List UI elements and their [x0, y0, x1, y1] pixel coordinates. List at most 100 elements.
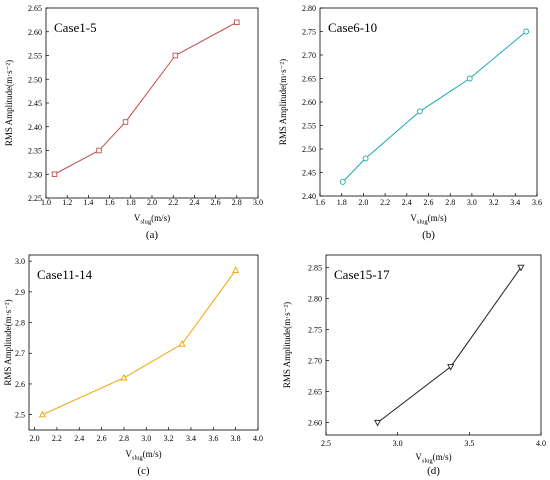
- chart-1-x-tick-label: 3.4: [510, 198, 520, 207]
- chart-2-data-point: [178, 340, 186, 347]
- chart-3-title: Case15-17: [334, 267, 390, 282]
- chart-0-y-tick-label: 2.30: [28, 170, 42, 179]
- chart-0-series-line: [54, 21, 238, 175]
- chart-3-x-axis-label: Vslug(m/s): [415, 452, 451, 465]
- chart-2-y-tick-label: 2.5: [15, 411, 25, 420]
- chart-3-x-tick-label: 3.5: [464, 439, 474, 448]
- chart-0-caption: (a): [146, 229, 159, 241]
- chart-2-x-tick-label: 2.4: [74, 434, 84, 443]
- chart-0-y-tick-label: 2.50: [28, 75, 42, 84]
- chart-0-y-tick-label: 2.35: [28, 147, 42, 156]
- chart-1-x-axis-label-main: V: [410, 213, 417, 223]
- chart-2: 2.0 2.2 2.4 2.6 2.8 3.0 3.2 3.4 3.6 3.8 4.0 2.5 2.6 2…: [3, 254, 263, 477]
- chart-1-y-axis-label: RMS Amplitude(m·s⁻²): [278, 59, 288, 145]
- chart-0-x-tick-label: 2.4: [189, 198, 199, 207]
- chart-1-x-axis-label: Vslug(m/s): [410, 213, 446, 226]
- chart-0-x-axis-label-unit: (m/s): [151, 213, 170, 223]
- chart-2-y-axis-label: RMS Amplitude(m·s⁻²): [3, 299, 13, 385]
- chart-0-x-axis-label-main: V: [134, 213, 141, 223]
- chart-1-title: Case6-10: [328, 20, 377, 35]
- chart-0-x-tick-label: 1.0: [41, 198, 51, 207]
- chart-1-y-tick-label: 2.50: [302, 145, 316, 154]
- chart-3-x-axis-label-sub: slug: [422, 458, 434, 465]
- chart-1-series-line: [342, 31, 527, 183]
- chart-1-data-point: [466, 75, 473, 82]
- chart-0-y-tick-label: 2.40: [28, 123, 42, 132]
- chart-2-x-axis-label-main: V: [125, 449, 132, 459]
- chart-3-y-axis-label: RMS Amplitude(m·s⁻²): [282, 302, 292, 388]
- chart-1-x-tick-label: 3.2: [489, 198, 499, 207]
- chart-1-data-point: [523, 28, 530, 35]
- chart-0-x-tick-label: 1.2: [62, 198, 72, 207]
- chart-3-data-point: [374, 419, 382, 427]
- chart-3-data-point: [517, 264, 525, 272]
- chart-2-y-tick-label: 2.8: [15, 319, 25, 328]
- chart-2-x-tick-label: 3.0: [141, 434, 151, 443]
- chart-2-x-tick-label: 2.6: [97, 434, 107, 443]
- chart-1-y-tick-label: 2.45: [302, 169, 316, 178]
- chart-3-y-tick-label: 2.75: [308, 325, 322, 334]
- chart-0-x-tick-label: 2.2: [168, 198, 178, 207]
- chart-3-x-axis-label-main: V: [415, 452, 422, 462]
- chart-2-series-line: [42, 270, 237, 416]
- chart-1: 1.6 1.8 2.0 2.2 2.4 2.6 2.8 3.0 3.2 3.4 3.6 2.40 2.4…: [278, 4, 542, 241]
- chart-2-x-axis-label-sub: slug: [132, 455, 144, 462]
- chart-1-plot-frame: [319, 7, 538, 197]
- chart-2-x-tick-label: 3.6: [208, 434, 218, 443]
- chart-2-x-tick-label: 3.2: [164, 434, 174, 443]
- chart-0-data-point: [96, 147, 102, 154]
- chart-2-x-axis-label-unit: (m/s): [143, 449, 162, 459]
- chart-1-x-tick-label: 2.8: [445, 198, 455, 207]
- chart-2-y-tick-label: 2.7: [15, 349, 25, 358]
- chart-2-title: Case11-14: [37, 267, 93, 282]
- chart-3-y-tick-label: 2.60: [308, 419, 322, 428]
- chart-3-y-tick-label: 2.65: [308, 388, 322, 397]
- chart-1-y-tick-label: 2.40: [302, 192, 316, 201]
- chart-3-caption: (d): [427, 465, 440, 477]
- chart-0-x-axis-label-sub: slug: [140, 219, 152, 226]
- chart-1-x-axis-label-unit: (m/s): [428, 213, 447, 223]
- chart-2-x-tick-label: 4.0: [253, 434, 263, 443]
- chart-0-data-point: [51, 171, 58, 177]
- chart-2-x-tick-label: 2.0: [30, 434, 40, 443]
- chart-0-x-tick-label: 2.6: [211, 198, 221, 207]
- chart-1-data-point: [362, 155, 369, 162]
- chart-2-x-tick-label: 3.4: [186, 434, 196, 443]
- chart-3-x-tick-label: 3.0: [393, 439, 403, 448]
- chart-0-x-tick-label: 2.8: [232, 198, 242, 207]
- chart-0-x-tick-label: 1.8: [126, 198, 136, 207]
- chart-0-data-point: [122, 119, 129, 125]
- chart-3-data-point: [447, 364, 455, 371]
- chart-3-y-tick-label: 2.85: [308, 263, 322, 272]
- chart-3: 2.5 3.0 3.5 4.0 2.60 2.65 2.70 2.75 2.80 2.85 Case…: [282, 254, 546, 477]
- chart-3-x-tick-label: 2.5: [321, 439, 331, 448]
- chart-1-x-tick-label: 2.4: [402, 198, 412, 207]
- chart-2-y-tick-label: 2.6: [15, 380, 25, 389]
- chart-1-y-tick-label: 2.65: [302, 75, 316, 84]
- chart-1-y-tick-label: 2.80: [302, 4, 316, 13]
- chart-3-series-line: [377, 267, 522, 423]
- chart-1-x-tick-label: 2.6: [424, 198, 434, 207]
- chart-1-x-axis-label-sub: slug: [417, 219, 429, 226]
- chart-1-data-point: [416, 108, 423, 115]
- chart-1-y-tick-label: 2.55: [302, 122, 316, 131]
- chart-2-x-axis-label: Vslug(m/s): [125, 449, 161, 462]
- chart-2-caption: (c): [137, 465, 150, 477]
- chart-3-y-tick-label: 2.70: [308, 357, 322, 366]
- chart-0-title: Case1-5: [54, 20, 97, 35]
- chart-0-x-tick-label: 3.0: [253, 198, 263, 207]
- chart-2-y-tick-label: 3.0: [15, 257, 25, 266]
- chart-0-y-tick-label: 2.65: [28, 4, 42, 13]
- chart-1-y-tick-label: 2.60: [302, 98, 316, 107]
- chart-1-x-tick-label: 2.0: [358, 198, 368, 207]
- chart-0-x-axis-label: Vslug(m/s): [134, 213, 170, 226]
- chart-0-data-point: [172, 52, 179, 59]
- chart-1-x-tick-label: 2.2: [380, 198, 390, 207]
- chart-1-x-tick-label: 3.0: [467, 198, 477, 207]
- chart-1-y-tick-label: 2.70: [302, 51, 316, 60]
- chart-0-x-tick-label: 2.0: [147, 198, 157, 207]
- chart-3-y-tick-label: 2.80: [308, 294, 322, 303]
- chart-2-y-tick-label: 2.9: [15, 288, 25, 297]
- chart-0-y-tick-label: 2.45: [28, 99, 42, 108]
